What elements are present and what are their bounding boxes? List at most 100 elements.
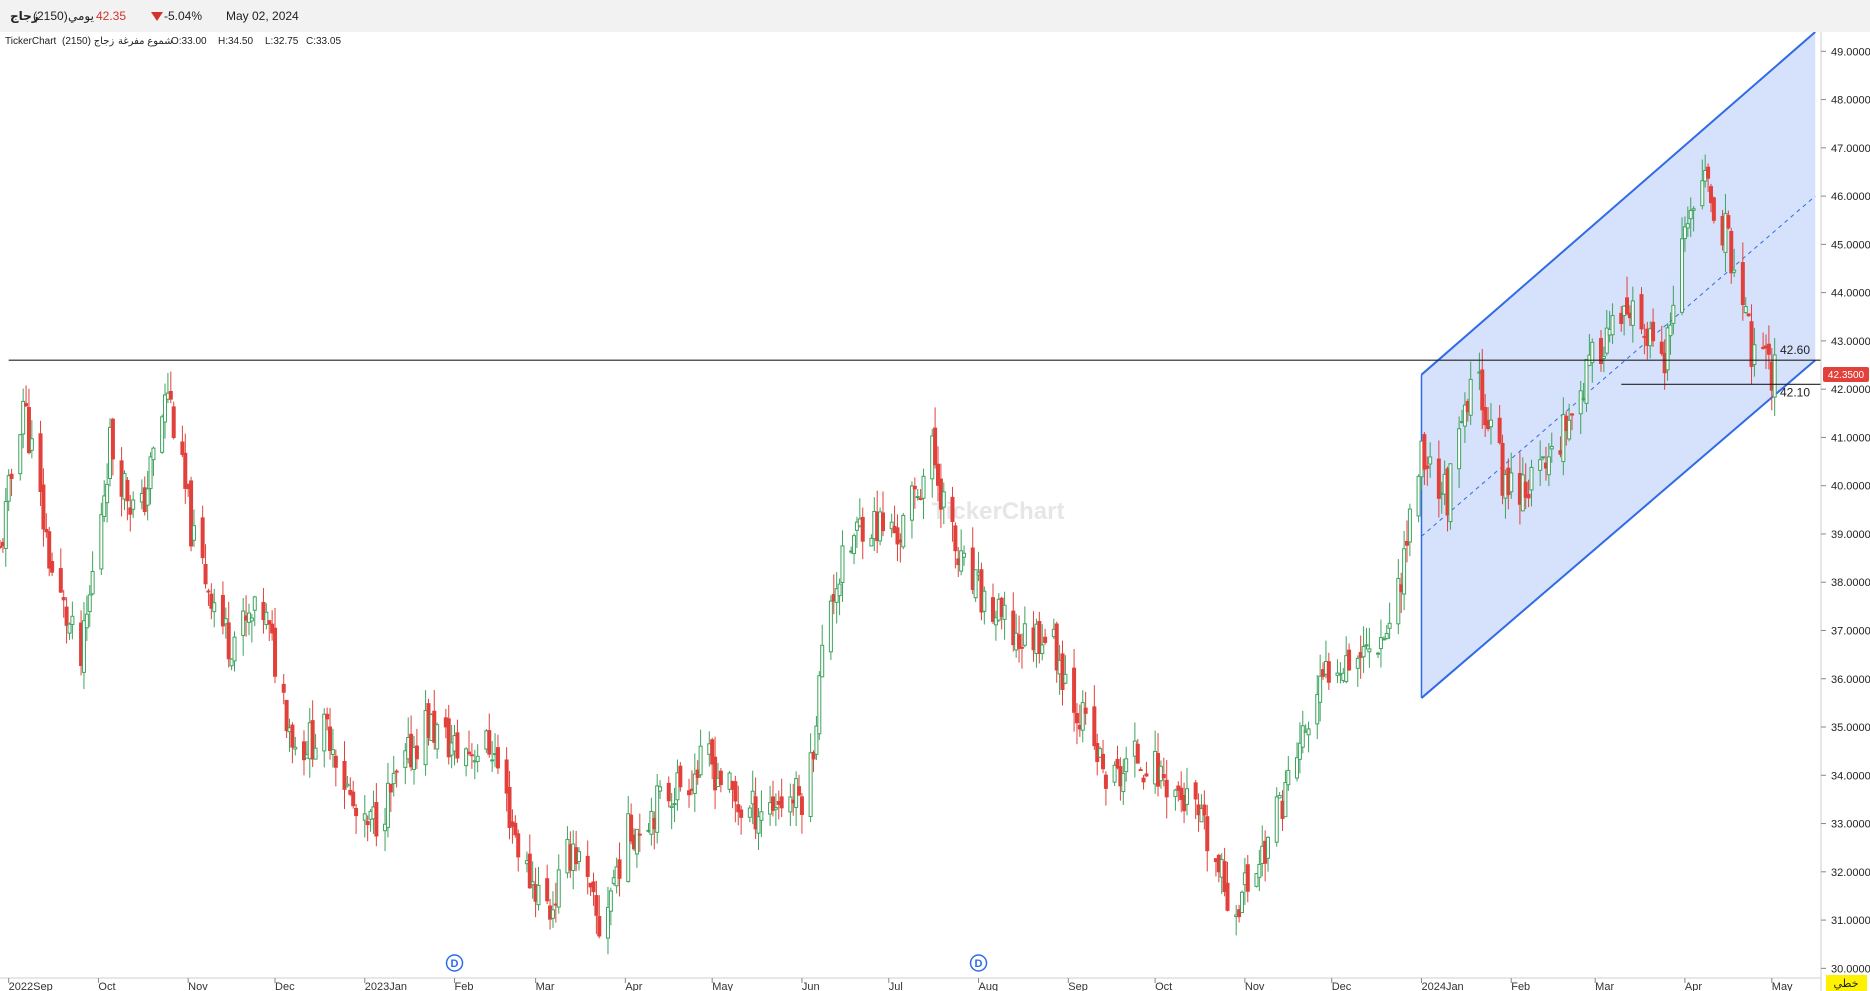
candle-body <box>909 485 914 521</box>
candle-body <box>912 485 917 490</box>
x-tick-label: Apr <box>1685 981 1702 991</box>
candle-body <box>516 833 521 858</box>
candle-body <box>252 596 257 611</box>
candle-body <box>814 725 819 755</box>
candle-body <box>982 590 987 612</box>
candle-body <box>1294 757 1299 779</box>
info-open: O:33.00 <box>171 36 207 47</box>
candle-body <box>852 535 857 554</box>
candle-body <box>1711 197 1716 221</box>
candle-body <box>759 811 764 821</box>
candle-body <box>1237 909 1242 918</box>
y-tick-label: 41.0000 <box>1831 432 1870 444</box>
candle-body <box>895 527 900 545</box>
candle-body <box>710 739 715 765</box>
candle-body <box>1480 369 1485 411</box>
candle-body <box>504 759 509 794</box>
candle-body <box>1422 434 1427 470</box>
candle-body <box>414 745 419 760</box>
candle-body <box>6 475 11 502</box>
candle-body <box>1407 508 1412 543</box>
candle-body <box>1254 873 1259 887</box>
candle-body <box>1448 463 1453 523</box>
candle-body <box>1601 355 1606 359</box>
candle-body <box>160 416 165 453</box>
candle-body <box>1173 789 1178 797</box>
candle-body <box>1286 769 1291 786</box>
candle-body <box>626 813 631 882</box>
candle-body <box>183 452 188 489</box>
period-label[interactable]: يومي <box>68 9 94 23</box>
dividend-marker-2 <box>969 954 988 972</box>
candle-body <box>617 859 622 879</box>
candle-body <box>1526 493 1531 499</box>
price-chart[interactable]: TickerChart زجاج (2150) شموع مفرغة O:33.… <box>0 32 1870 991</box>
candle-body <box>788 796 793 813</box>
channel-upper-line <box>1420 32 1816 376</box>
candle-body <box>1497 417 1502 444</box>
candle-body <box>959 550 964 572</box>
candle-body <box>1124 758 1129 773</box>
candle-body <box>131 499 136 510</box>
candle-body <box>591 881 596 893</box>
candle-body <box>597 916 602 937</box>
candle-body <box>1740 262 1745 306</box>
x-tick-label: Mar <box>536 981 555 991</box>
mode-badge[interactable]: خطي <box>1826 975 1867 991</box>
candle-body <box>435 724 440 750</box>
candle-body <box>811 751 816 760</box>
candle-body <box>1179 787 1184 801</box>
symbol-name[interactable]: زجاج <box>10 9 39 23</box>
candle-body <box>264 611 269 625</box>
candle-body <box>47 531 52 569</box>
candle-body <box>1457 428 1462 470</box>
candle-body <box>301 741 306 761</box>
candle-body <box>330 749 335 755</box>
candle-body <box>191 525 196 541</box>
candle-body <box>1326 661 1331 683</box>
candle-body <box>880 512 885 532</box>
candle-body <box>1245 864 1250 892</box>
candle-body <box>1598 338 1603 365</box>
x-tick-label: 2024Jan <box>1421 981 1463 991</box>
symbol-code: (2150) <box>33 9 68 23</box>
candle-body <box>936 463 941 486</box>
candle-body <box>608 890 613 912</box>
candle-body <box>1257 863 1262 878</box>
candle-body <box>1752 344 1757 365</box>
candle-body <box>1428 456 1433 465</box>
candle-body <box>1546 456 1551 476</box>
info-brand: TickerChart <box>5 36 57 47</box>
candle-body <box>545 878 550 902</box>
candle-body <box>229 658 234 667</box>
candle-body <box>658 786 663 792</box>
candle-body <box>585 855 590 877</box>
candle-body <box>394 770 399 773</box>
y-tick-label: 43.0000 <box>1831 336 1870 348</box>
channel-mid-line <box>1421 195 1816 537</box>
y-tick-label: 36.0000 <box>1831 674 1870 686</box>
candle-body <box>1651 321 1656 342</box>
candle-body <box>490 759 495 762</box>
candle-body <box>9 473 14 479</box>
candle-body <box>18 434 23 475</box>
candle-body <box>1355 657 1360 669</box>
candle-body <box>354 807 359 817</box>
x-tick-label: Nov <box>188 981 208 991</box>
candle-body <box>1364 644 1369 647</box>
candle-body <box>1092 706 1097 747</box>
candle-body <box>362 813 367 821</box>
candles-layer <box>0 154 1777 955</box>
candle-body <box>226 622 231 660</box>
candle-body <box>1570 413 1575 416</box>
candle-body <box>1164 779 1169 798</box>
x-tick-label: Aug <box>979 981 999 991</box>
candle-body <box>1141 777 1146 783</box>
candle-body <box>860 516 865 542</box>
y-tick-label: 49.0000 <box>1831 46 1870 58</box>
candle-body <box>1746 313 1751 317</box>
candle-body <box>1225 882 1230 911</box>
candle-body <box>1315 694 1320 725</box>
candle-body <box>29 438 34 451</box>
